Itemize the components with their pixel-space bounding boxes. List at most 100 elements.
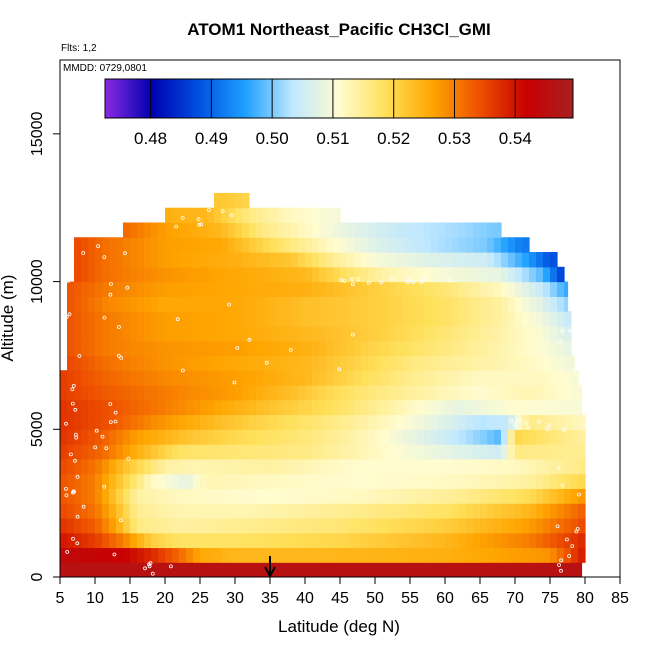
sample-point <box>577 492 581 497</box>
heatmap-cell <box>312 444 320 460</box>
sample-point <box>175 317 180 322</box>
heatmap-cell <box>172 252 180 268</box>
heatmap-cell <box>417 252 425 268</box>
heatmap-cell <box>102 547 110 563</box>
heatmap-cell <box>438 414 446 430</box>
heatmap-cell <box>81 399 89 416</box>
heatmap-cell <box>186 325 194 342</box>
heatmap-cell <box>515 311 523 327</box>
heatmap-cell <box>172 296 180 312</box>
heatmap-cell <box>207 340 215 357</box>
heatmap-cell <box>438 281 446 297</box>
heatmap-cell <box>151 252 159 268</box>
heatmap-cell <box>515 488 523 504</box>
heatmap-cell <box>137 429 145 445</box>
heatmap-cell <box>480 237 488 253</box>
heatmap-cell <box>501 252 509 268</box>
heatmap-cell <box>438 399 446 416</box>
sample-point <box>509 418 514 423</box>
heatmap-cell <box>417 281 425 297</box>
heatmap-cell <box>270 370 278 386</box>
heatmap-cell <box>256 207 264 224</box>
heatmap-cell <box>144 458 152 475</box>
heatmap-cell <box>130 311 138 327</box>
heatmap-cell <box>165 458 173 475</box>
heatmap-cell <box>459 532 467 549</box>
heatmap-cell <box>473 281 481 297</box>
heatmap-cell <box>326 370 334 386</box>
heatmap-cell <box>459 429 467 445</box>
heatmap-cell <box>452 399 460 416</box>
heatmap-cell <box>235 266 243 283</box>
sample-point <box>559 558 563 563</box>
heatmap-cell <box>144 444 152 460</box>
heatmap-cell <box>501 429 509 445</box>
heatmap-cell <box>291 370 299 386</box>
heatmap-cell <box>340 311 348 327</box>
heatmap-cell <box>263 503 271 519</box>
heatmap-cell <box>319 414 327 430</box>
heatmap-cell <box>536 266 544 283</box>
heatmap-cell <box>515 296 523 312</box>
heatmap-cell <box>333 562 341 577</box>
heatmap-cell <box>557 444 565 460</box>
heatmap-cell <box>207 517 215 534</box>
sample-point <box>199 222 204 227</box>
x-tick-label: 55 <box>401 590 419 607</box>
heatmap-cell <box>305 281 313 297</box>
heatmap-cell <box>95 547 103 563</box>
heatmap-cell <box>347 237 355 253</box>
heatmap-cell <box>529 325 537 342</box>
heatmap-cell <box>186 237 194 253</box>
heatmap-cell <box>347 562 355 577</box>
heatmap-cell <box>550 414 558 430</box>
heatmap-cell <box>144 237 152 253</box>
heatmap-cell <box>459 503 467 519</box>
heatmap-cell <box>186 473 194 489</box>
heatmap-cell <box>67 399 75 416</box>
heatmap-cell <box>473 237 481 253</box>
heatmap-cell <box>158 429 166 445</box>
heatmap-cell <box>151 370 159 386</box>
heatmap-cell <box>221 547 229 563</box>
heatmap-cell <box>249 340 257 357</box>
heatmap-cell <box>452 355 460 371</box>
heatmap-cell <box>424 458 432 475</box>
heatmap-cell <box>207 222 215 238</box>
heatmap-cell <box>172 266 180 283</box>
heatmap-cell <box>543 355 551 371</box>
heatmap-cell <box>564 488 572 504</box>
heatmap-cell <box>137 237 145 253</box>
heatmap-cell <box>158 325 166 342</box>
heatmap-cell <box>81 237 89 253</box>
heatmap-cell <box>508 296 516 312</box>
heatmap-cell <box>417 414 425 430</box>
heatmap-cell <box>186 444 194 460</box>
sample-point <box>119 518 123 523</box>
heatmap-cell <box>242 399 250 416</box>
heatmap-cell <box>543 517 551 534</box>
heatmap-cell <box>424 237 432 253</box>
heatmap-cell <box>396 444 404 460</box>
heatmap-cell <box>536 517 544 534</box>
x-tick-label: 50 <box>366 590 384 607</box>
heatmap-cell <box>550 503 558 519</box>
heatmap-cell <box>487 281 495 297</box>
sample-point <box>555 524 560 529</box>
heatmap-cell <box>452 384 460 401</box>
heatmap-cell <box>81 355 89 371</box>
heatmap-cell <box>123 399 131 416</box>
heatmap-cell <box>74 488 82 504</box>
colorbar-tick-label: 0.53 <box>438 129 471 148</box>
heatmap-cell <box>123 444 131 460</box>
heatmap-cell <box>403 296 411 312</box>
heatmap-cell <box>354 237 362 253</box>
heatmap-cell <box>165 237 173 253</box>
heatmap-cell <box>333 429 341 445</box>
heatmap-cell <box>102 266 110 283</box>
heatmap-cell <box>571 473 579 489</box>
heatmap-cell <box>515 532 523 549</box>
heatmap-cell <box>417 266 425 283</box>
heatmap-cell <box>284 222 292 238</box>
heatmap-cell <box>144 547 152 563</box>
